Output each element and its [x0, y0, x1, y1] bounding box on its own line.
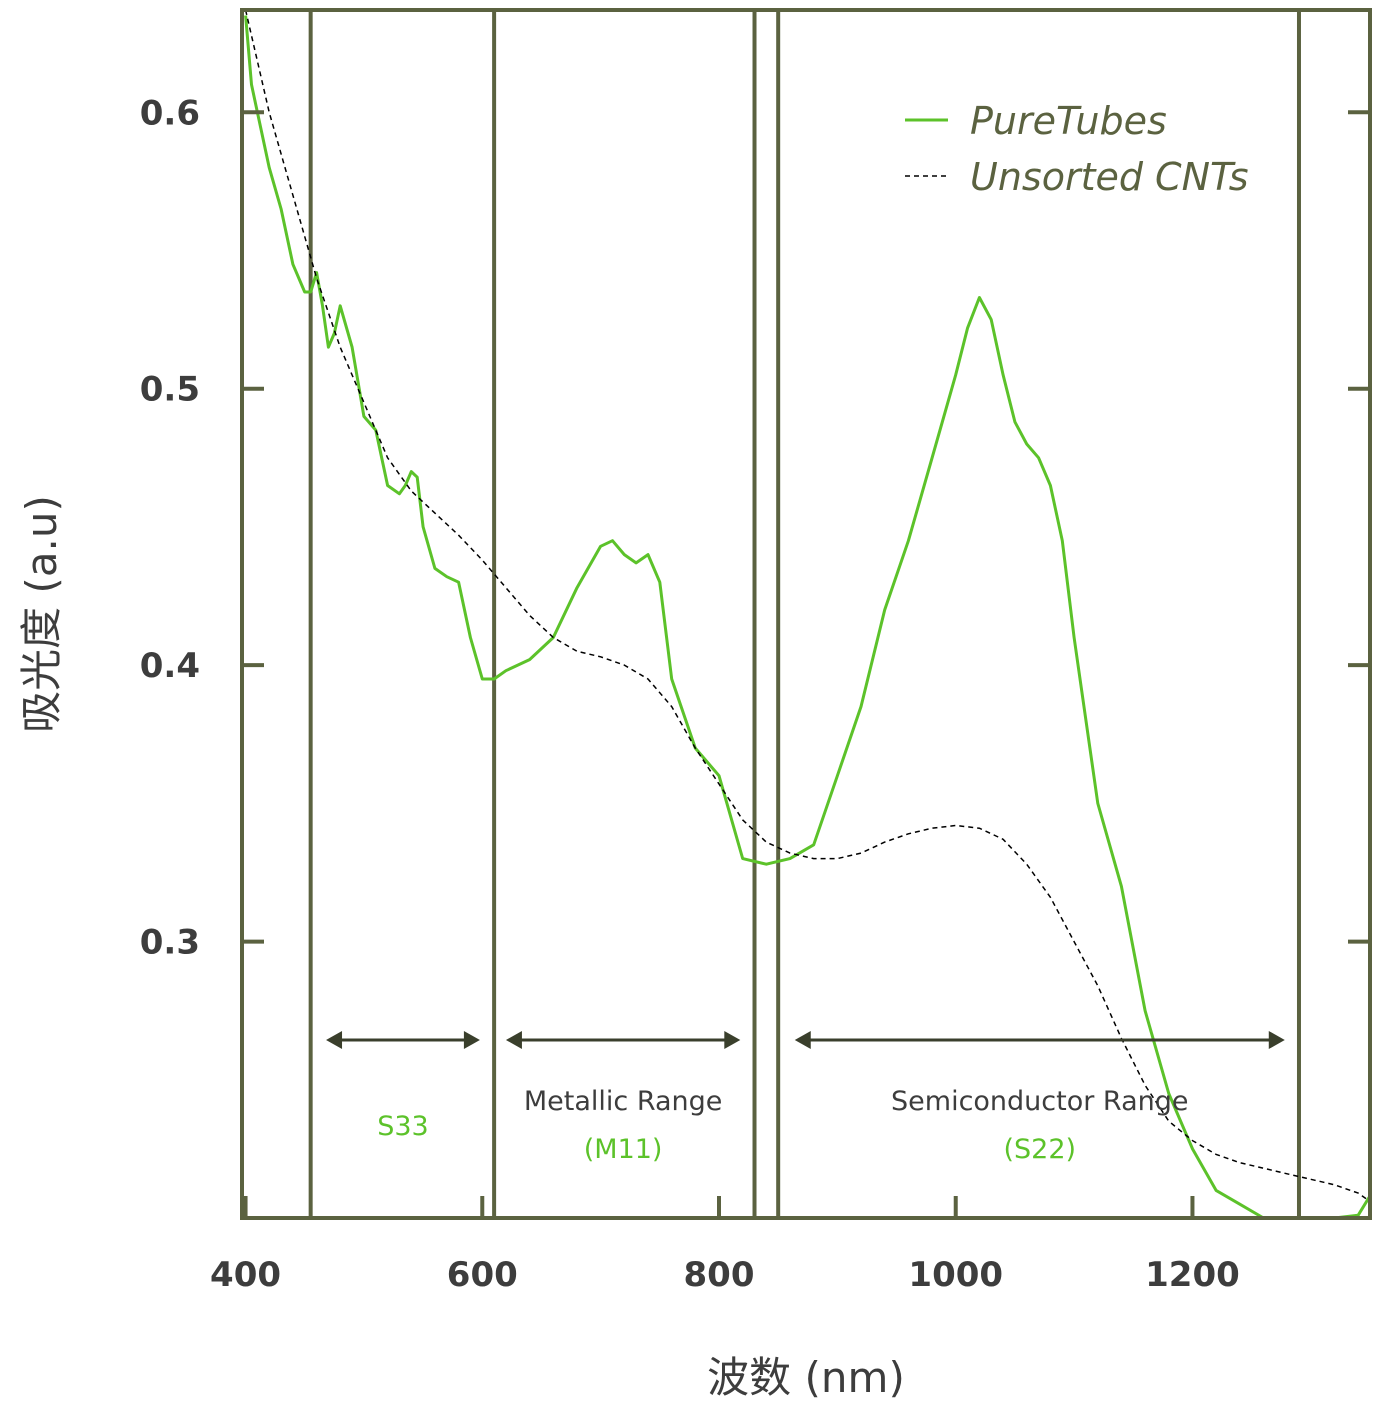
range-boundary-lines [308, 10, 1301, 1218]
x-tick-label: 600 [447, 1255, 518, 1295]
y-axis-label: 吸光度 (a.u) [17, 495, 66, 733]
legend: PureTubes Unsorted CNTs [905, 99, 1249, 199]
arrow-head-left-icon [505, 1031, 522, 1049]
range-annotations: S33 Metallic Range (M11) Semiconductor Rang… [326, 1031, 1285, 1165]
plot-frame [240, 8, 1372, 1220]
range-label: Semiconductor Range [891, 1086, 1189, 1117]
y-tick-label: 0.6 [140, 93, 200, 133]
legend-entry-label: PureTubes [970, 99, 1167, 143]
puretubes-line [244, 15, 1372, 1220]
range-label: Metallic Range [524, 1086, 723, 1117]
range-sub-label: S33 [377, 1111, 429, 1142]
y-tick-label: 0.4 [140, 646, 200, 686]
x-axis-label: 波数 (nm) [707, 1353, 905, 1402]
x-tick-label: 400 [210, 1255, 281, 1295]
arrow-head-right-icon [1268, 1031, 1285, 1049]
y-tick-label: 0.5 [140, 370, 200, 410]
unsorted-cnts-line [244, 9, 1371, 1203]
arrow-head-left-icon [794, 1031, 811, 1049]
arrow-head-right-icon [724, 1031, 741, 1049]
axis-ticks: 400 600 800 1000 1200 0.3 0.4 0.5 0.6 [140, 93, 1370, 1295]
data-series [244, 9, 1372, 1220]
legend-entry-label: Unsorted CNTs [970, 155, 1249, 199]
x-tick-label: 1200 [1145, 1255, 1240, 1295]
arrow-head-left-icon [326, 1031, 343, 1049]
y-tick-label: 0.3 [140, 923, 200, 963]
range-sub-label: (S22) [1003, 1134, 1076, 1165]
range-sub-label: (M11) [584, 1134, 663, 1165]
x-tick-label: 800 [684, 1255, 755, 1295]
arrow-head-right-icon [463, 1031, 480, 1049]
x-tick-label: 1000 [908, 1255, 1003, 1295]
